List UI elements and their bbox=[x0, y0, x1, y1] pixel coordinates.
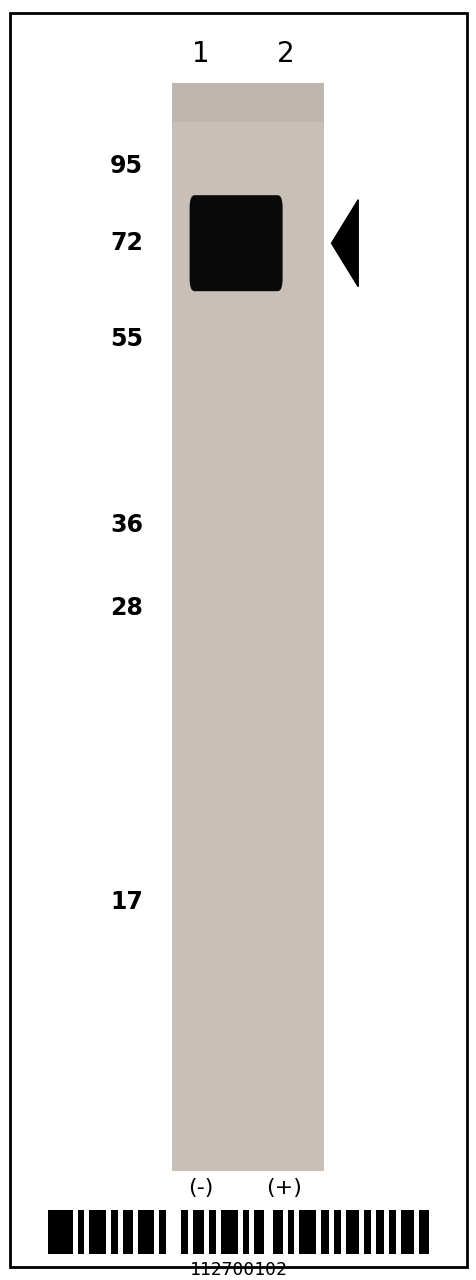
Text: (+): (+) bbox=[265, 1178, 301, 1198]
Bar bbox=[400, 1210, 414, 1254]
Bar bbox=[216, 1210, 220, 1254]
Bar bbox=[187, 1210, 192, 1254]
Bar bbox=[328, 1210, 334, 1254]
Bar bbox=[345, 1210, 358, 1254]
Bar bbox=[89, 1210, 106, 1254]
Bar bbox=[358, 1210, 364, 1254]
Text: 72: 72 bbox=[110, 232, 143, 255]
Bar bbox=[315, 1210, 320, 1254]
Bar bbox=[414, 1210, 418, 1254]
Bar bbox=[384, 1210, 388, 1254]
Bar bbox=[166, 1210, 180, 1254]
Text: (-): (-) bbox=[187, 1178, 213, 1198]
Bar bbox=[111, 1210, 118, 1254]
Polygon shape bbox=[331, 200, 357, 287]
Bar bbox=[171, 83, 324, 122]
Bar bbox=[171, 83, 324, 1171]
Bar bbox=[334, 1210, 340, 1254]
Bar bbox=[84, 1210, 89, 1254]
Bar bbox=[375, 1210, 384, 1254]
Bar bbox=[287, 1210, 294, 1254]
Bar bbox=[254, 1210, 264, 1254]
Bar bbox=[340, 1210, 345, 1254]
Text: 55: 55 bbox=[110, 328, 143, 351]
Text: 112700102: 112700102 bbox=[189, 1261, 287, 1279]
Bar bbox=[237, 1210, 242, 1254]
Text: 28: 28 bbox=[110, 596, 143, 620]
Bar bbox=[370, 1210, 375, 1254]
Text: 17: 17 bbox=[110, 891, 143, 914]
Bar bbox=[72, 1210, 78, 1254]
Text: 1: 1 bbox=[191, 40, 208, 68]
Bar bbox=[364, 1210, 370, 1254]
Bar bbox=[282, 1210, 287, 1254]
Bar bbox=[78, 1210, 84, 1254]
Bar bbox=[106, 1210, 111, 1254]
Bar bbox=[180, 1210, 187, 1254]
Bar bbox=[159, 1210, 166, 1254]
Bar bbox=[249, 1210, 254, 1254]
Bar bbox=[192, 1210, 204, 1254]
Bar bbox=[388, 1210, 395, 1254]
Bar bbox=[242, 1210, 249, 1254]
Bar bbox=[220, 1210, 237, 1254]
Bar bbox=[264, 1210, 272, 1254]
FancyBboxPatch shape bbox=[189, 195, 282, 291]
Bar bbox=[122, 1210, 132, 1254]
Bar bbox=[118, 1210, 122, 1254]
Bar bbox=[395, 1210, 400, 1254]
Bar bbox=[294, 1210, 299, 1254]
Bar bbox=[48, 1210, 72, 1254]
Bar bbox=[272, 1210, 282, 1254]
Bar bbox=[209, 1210, 216, 1254]
Bar bbox=[418, 1210, 428, 1254]
Bar bbox=[154, 1210, 159, 1254]
Text: 36: 36 bbox=[110, 513, 143, 536]
Bar bbox=[299, 1210, 315, 1254]
Text: 95: 95 bbox=[110, 155, 143, 178]
Bar bbox=[138, 1210, 154, 1254]
Text: 2: 2 bbox=[277, 40, 294, 68]
Bar bbox=[132, 1210, 138, 1254]
Bar bbox=[204, 1210, 209, 1254]
Bar bbox=[320, 1210, 328, 1254]
